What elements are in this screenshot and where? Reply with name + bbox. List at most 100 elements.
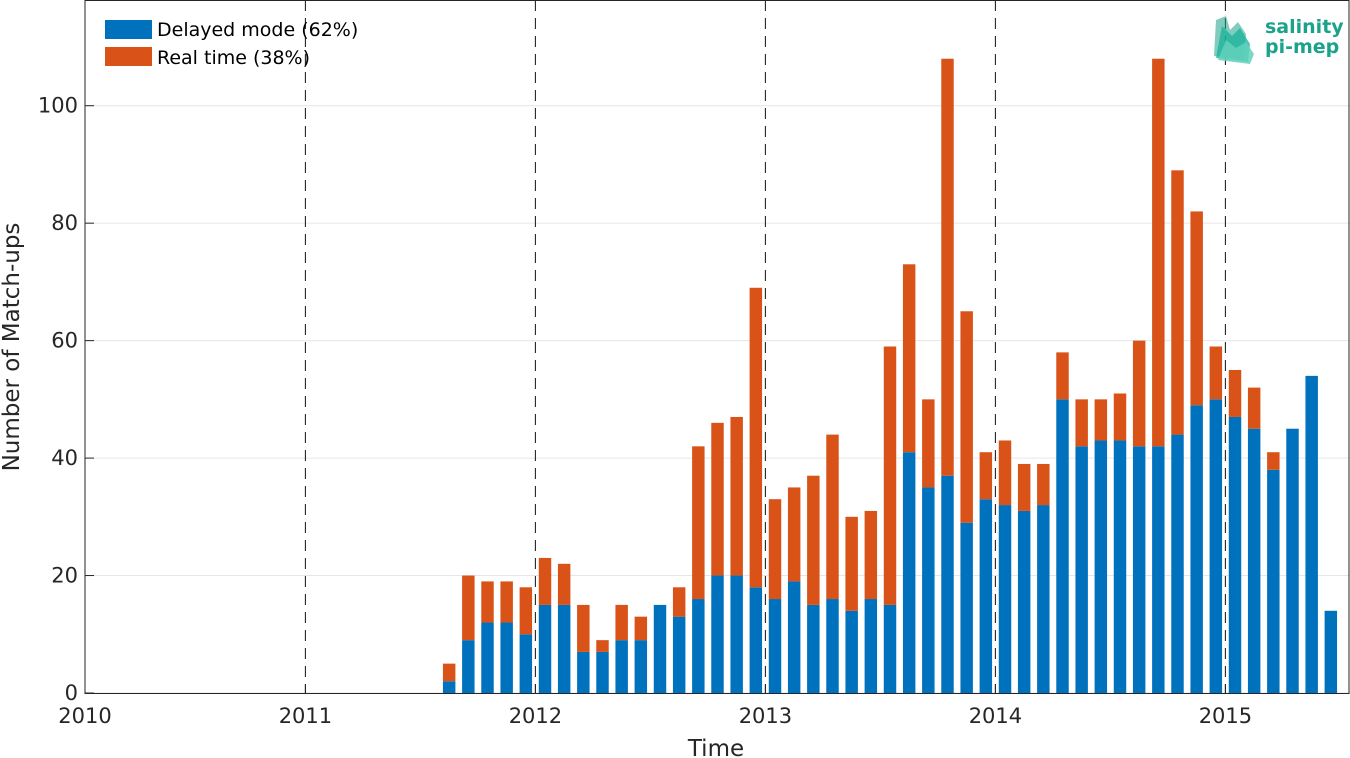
- y-tick-labels: 0 20 40 60 80 100: [38, 94, 78, 705]
- bar-delayed-mode: [807, 604, 820, 693]
- bar-real-time: [1132, 340, 1146, 447]
- bar-delayed-mode: [998, 505, 1012, 693]
- bar-real-time: [1094, 399, 1108, 441]
- year-marker-lines: [304, 0, 1226, 693]
- logo: salinity pi-mep: [1214, 16, 1344, 64]
- x-tick-label: 2011: [279, 704, 332, 728]
- axis-ticks: [84, 105, 1226, 694]
- y-axis-label: Number of Match-ups: [0, 223, 25, 472]
- bar-real-time: [730, 416, 743, 576]
- bar-delayed-mode: [692, 599, 705, 693]
- bar-delayed-mode: [1171, 434, 1184, 693]
- bar-delayed-mode: [730, 575, 743, 693]
- x-tick-label: 2014: [969, 704, 1022, 728]
- bar-real-time: [557, 563, 571, 605]
- bar-delayed-mode: [500, 622, 513, 693]
- bar-delayed-mode: [922, 487, 935, 693]
- bar-delayed-mode: [1267, 469, 1280, 693]
- bar-real-time: [883, 346, 897, 605]
- bar-real-time: [1209, 346, 1223, 400]
- bar-delayed-mode: [960, 522, 973, 693]
- bar-delayed-mode: [1228, 416, 1242, 693]
- bar-delayed-mode: [577, 651, 590, 693]
- bar-real-time: [768, 499, 782, 600]
- bar-real-time: [1247, 387, 1261, 429]
- bar-real-time: [481, 581, 494, 623]
- bar-delayed-mode: [768, 599, 782, 693]
- bar-real-time: [1113, 393, 1127, 441]
- bar-delayed-mode: [481, 622, 494, 693]
- bar-real-time: [979, 452, 993, 500]
- plot-frame: [84, 0, 1350, 694]
- bar-delayed-mode: [1017, 510, 1031, 693]
- legend-label-delayed: Delayed mode (62%): [157, 19, 358, 41]
- bar-delayed-mode: [442, 681, 456, 693]
- bar-real-time: [826, 434, 839, 600]
- bar-real-time: [960, 311, 973, 523]
- bar-delayed-mode: [1305, 375, 1318, 693]
- bar-real-time: [1075, 399, 1088, 447]
- bar-delayed-mode: [1056, 399, 1069, 693]
- bar-delayed-mode: [711, 575, 724, 693]
- bar-real-time: [864, 510, 878, 600]
- bar-delayed-mode: [634, 640, 648, 693]
- bar-real-time: [692, 446, 705, 600]
- legend-swatch-realtime: [105, 47, 152, 66]
- x-tick-label: 2010: [58, 704, 111, 728]
- bar-delayed-mode: [519, 634, 533, 693]
- bar-delayed-mode: [826, 599, 839, 693]
- bar-delayed-mode: [787, 581, 801, 693]
- legend-swatch-delayed: [105, 20, 152, 39]
- x-tick-label: 2012: [509, 704, 562, 728]
- bar-real-time: [711, 422, 724, 576]
- y-tick-label: 80: [51, 211, 78, 235]
- logo-text-salinity: salinity: [1265, 16, 1344, 38]
- bar-real-time: [1017, 463, 1031, 511]
- bar-real-time: [634, 616, 648, 641]
- bar-delayed-mode: [1075, 446, 1088, 693]
- bar-delayed-mode: [1286, 428, 1299, 693]
- bar-delayed-mode: [1094, 440, 1108, 693]
- bar-real-time: [1228, 369, 1242, 417]
- bar-real-time: [902, 264, 916, 453]
- bar-delayed-mode: [1190, 405, 1203, 693]
- bar-real-time: [1267, 452, 1280, 470]
- bar-real-time: [1171, 170, 1184, 435]
- x-tick-label: 2013: [739, 704, 792, 728]
- y-tick-label: 0: [65, 681, 78, 705]
- legend-label-realtime: Real time (38%): [157, 47, 310, 69]
- y-tick-label: 40: [51, 446, 78, 470]
- bar-delayed-mode: [596, 651, 609, 693]
- legend: Delayed mode (62%) Real time (38%): [105, 19, 358, 69]
- x-axis-label: Time: [687, 736, 744, 758]
- logo-wave-icon: [1214, 16, 1254, 64]
- y-tick-label: 60: [51, 329, 78, 353]
- bar-real-time: [615, 604, 628, 641]
- bar-delayed-mode: [538, 604, 552, 693]
- bar-real-time: [787, 487, 801, 582]
- bar-delayed-mode: [1209, 399, 1223, 693]
- bar-delayed-mode: [1132, 446, 1146, 693]
- bar-delayed-mode: [615, 640, 628, 693]
- bar-delayed-mode: [749, 587, 763, 693]
- bar-real-time: [672, 587, 686, 617]
- y-tick-label: 20: [51, 564, 78, 588]
- y-tick-label: 100: [38, 94, 78, 118]
- bar-real-time: [577, 604, 590, 652]
- bar-delayed-mode: [883, 604, 897, 693]
- bar-delayed-mode: [1152, 446, 1165, 693]
- bar-delayed-mode: [1247, 428, 1261, 693]
- bar-delayed-mode: [653, 604, 667, 693]
- bar-real-time: [442, 663, 456, 682]
- x-tick-label: 2015: [1199, 704, 1252, 728]
- bar-real-time: [500, 581, 513, 623]
- bar-real-time: [1056, 352, 1069, 400]
- bar-real-time: [998, 440, 1012, 506]
- bar-real-time: [922, 399, 935, 488]
- bar-real-time: [538, 557, 552, 605]
- bar-real-time: [1152, 58, 1165, 447]
- bar-delayed-mode: [864, 599, 878, 693]
- bar-delayed-mode: [1037, 505, 1050, 693]
- bar-delayed-mode: [462, 640, 475, 693]
